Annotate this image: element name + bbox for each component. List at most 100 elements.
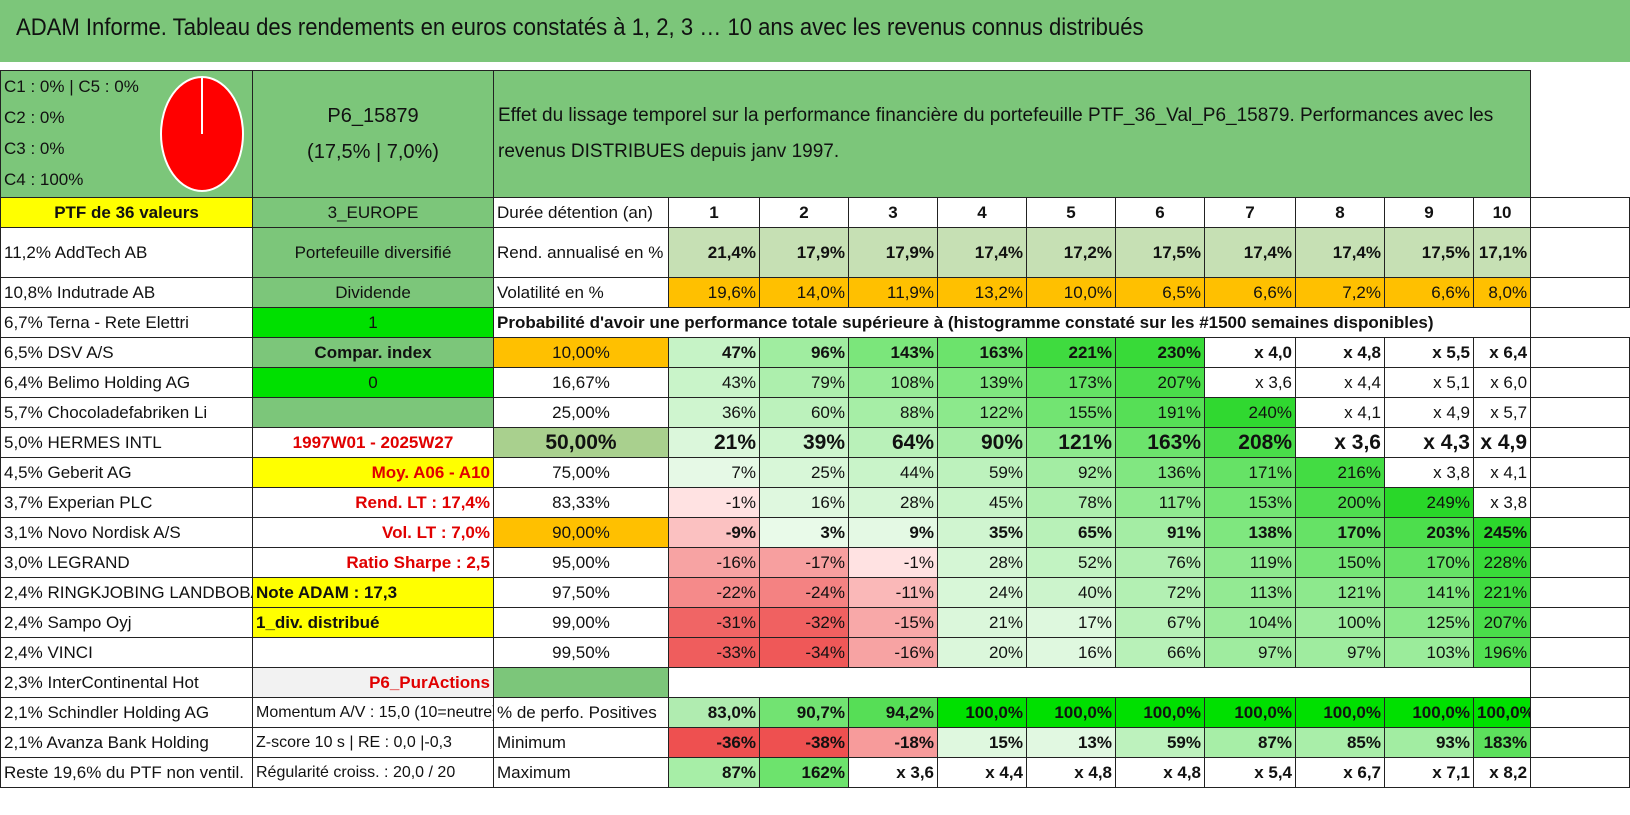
prob-value-5-5: 92% [1026,457,1116,488]
prob-value-6-1: -1% [668,487,760,518]
prob-value-7-5: 65% [1026,517,1116,548]
spacer-cell [1530,727,1630,758]
info-cell-9: Note ADAM : 17,3 [252,577,494,608]
stats-value-1-7: 100,0% [1204,697,1296,728]
prob-value-8-1: -16% [668,547,760,578]
rend-label: Rend. annualisé en % [493,227,669,278]
vol-value-2: 14,0% [759,277,849,308]
prob-value-3-7: 240% [1204,397,1296,428]
prob-value-7-8: 170% [1295,517,1385,548]
rend-value-7: 17,4% [1204,227,1296,278]
rend-value-6: 17,5% [1115,227,1205,278]
vol-value-6: 6,5% [1115,277,1205,308]
stats-value-3-7: x 5,4 [1204,757,1296,788]
holding-3: 6,7% Terna - Rete Elettri [0,307,253,338]
prob-value-10-3: -15% [848,607,938,638]
prob-value-4-5: 121% [1026,427,1116,458]
holding-14: 2,4% VINCI [0,637,253,668]
prob-value-3-8: x 4,1 [1295,397,1385,428]
stats-row-2: 2,1% Avanza Bank Holding Z-score 10 s | R… [0,727,1630,758]
spacer-cell [1530,367,1630,398]
prob-value-7-7: 138% [1204,517,1296,548]
spacer-cell [1530,427,1630,458]
prob-row-11: 2,4% VINCI 99,50% -33% -34% -16% 20% 16% 66% 97%… [0,637,1630,668]
prob-value-8-8: 150% [1295,547,1385,578]
prob-value-2-5: 173% [1026,367,1116,398]
prob-value-7-2: 3% [759,517,849,548]
info-diversified: Portefeuille diversifié [252,227,494,278]
prob-value-6-2: 16% [759,487,849,518]
prob-value-9-9: 141% [1384,577,1474,608]
stats-holding-1: 2,1% Schindler Holding AG [0,697,253,728]
spacer-cell [1530,697,1630,728]
prob-value-8-7: 119% [1204,547,1296,578]
prob-value-10-1: -31% [668,607,760,638]
prob-value-11-3: -16% [848,637,938,668]
probability-label: Probabilité d'avoir une performance tota… [492,307,1532,338]
stats-value-3-6: x 4,8 [1115,757,1205,788]
year-header-10: 10 [1472,197,1532,228]
prob-value-6-3: 28% [848,487,938,518]
pie-cell: C1 : 0% | C5 : 0% C2 : 0% C3 : 0% C4 : 1… [0,70,253,198]
prob-row-6: 3,7% Experian PLC Rend. LT : 17,4% 83,33% -… [0,487,1630,518]
prob-value-11-1: -33% [668,637,760,668]
percentile-1: 10,00% [493,337,669,368]
prob-value-9-4: 24% [937,577,1027,608]
prob-value-5-3: 44% [848,457,938,488]
prob-value-4-9: x 4,3 [1384,427,1474,458]
holding-period-label: Durée détention (an) [493,197,669,228]
spacer-cell [1530,547,1630,578]
spacer-cell [1530,577,1630,608]
vol-value-3: 11,9% [848,277,938,308]
stats-value-2-4: 15% [937,727,1027,758]
separator-strip [0,62,1630,70]
prob-header-row: 6,7% Terna - Rete Elettri 1 Probabilité d'… [0,307,1630,338]
prob-value-2-9: x 5,1 [1384,367,1474,398]
prob-value-10-8: 100% [1295,607,1385,638]
allocation-pie-chart [160,76,244,192]
prob-value-5-7: 171% [1204,457,1296,488]
prob-value-7-4: 35% [937,517,1027,548]
vol-value-9: 6,6% [1384,277,1474,308]
spacer-cell [1530,337,1630,368]
spacer-cell [1530,227,1630,278]
stats-value-3-2: 162% [759,757,849,788]
prob-value-3-6: 191% [1115,397,1205,428]
holding-9: 3,7% Experian PLC [0,487,253,518]
stats-info-3: Régularité croiss. : 20,0 / 20 [252,757,494,788]
prob-value-5-4: 59% [937,457,1027,488]
prob-value-1-1: 47% [668,337,760,368]
stats-value-1-8: 100,0% [1295,697,1385,728]
prob-value-3-4: 122% [937,397,1027,428]
year-header-9: 9 [1384,197,1474,228]
stats-value-1-5: 100,0% [1026,697,1116,728]
prob-value-10-7: 104% [1204,607,1296,638]
spacer-cell [1530,517,1630,548]
prob-value-9-2: -24% [759,577,849,608]
rend-value-4: 17,4% [937,227,1027,278]
stats-value-1-3: 94,2% [848,697,938,728]
prob-value-7-3: 9% [848,517,938,548]
prob-value-6-5: 78% [1026,487,1116,518]
stats-value-1-4: 100,0% [937,697,1027,728]
prob-value-3-2: 60% [759,397,849,428]
prob-value-10-6: 67% [1115,607,1205,638]
info-cell-2: 0 [252,367,494,398]
rend-value-8: 17,4% [1295,227,1385,278]
vol-value-1: 19,6% [668,277,760,308]
prob-value-7-9: 203% [1384,517,1474,548]
spacer-cell [1530,457,1630,488]
stats-value-3-8: x 6,7 [1295,757,1385,788]
prob-value-2-6: 207% [1115,367,1205,398]
prob-value-1-7: x 4,0 [1204,337,1296,368]
prob-value-8-5: 52% [1026,547,1116,578]
prob-value-1-9: x 5,5 [1384,337,1474,368]
prob-value-5-10: x 4,1 [1472,457,1532,488]
vol-label: Volatilité en % [493,277,669,308]
prob-value-11-9: 103% [1384,637,1474,668]
stats-value-3-3: x 3,6 [848,757,938,788]
spacer-cell [1530,607,1630,638]
stats-row-3: Reste 19,6% du PTF non ventil. Régularité… [0,757,1630,788]
prob-row-3: 5,7% Chocoladefabriken Li 25,00% 36% 60% 88%… [0,397,1630,428]
stats-value-2-7: 87% [1204,727,1296,758]
